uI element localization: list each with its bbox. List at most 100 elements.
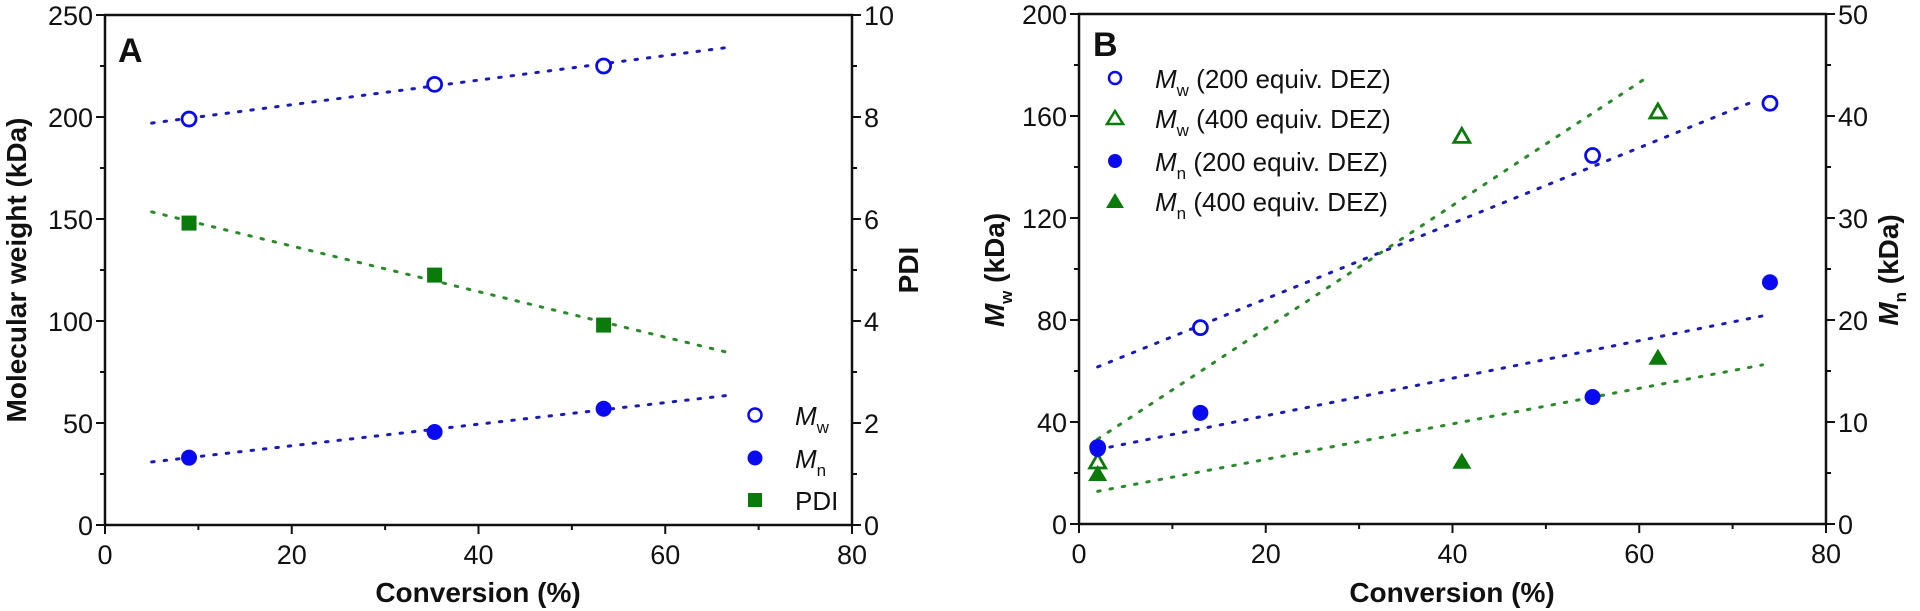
panel-label-b: B [1093, 26, 1118, 64]
data-point-mw-400-equiv-dez [1451, 125, 1473, 144]
data-point-pdi [596, 317, 612, 333]
y2-tick-label: 50 [1838, 0, 1868, 30]
data-point-mn-400-equiv-dez [1648, 348, 1668, 365]
y2-tick-label: 10 [1838, 408, 1868, 438]
y2-tick-label: 4 [864, 307, 879, 337]
x-tick-label: 20 [1251, 539, 1281, 569]
y-tick-label: 80 [1037, 306, 1067, 336]
x-tick-label: 40 [463, 540, 493, 570]
x-axis-title-a: Conversion (%) [375, 577, 580, 608]
data-point-mn [426, 423, 443, 440]
legend-a: Mw Mn PDI [747, 401, 838, 516]
y-tick-label: 40 [1037, 408, 1067, 438]
y-tick-label: 120 [1022, 204, 1067, 234]
legend-marker-mn [747, 450, 763, 466]
data-point-mw-400-equiv-dez [1647, 101, 1669, 120]
legend-item-mw-200: Mw (200 equiv. DEZ) [1107, 64, 1391, 100]
x-tick-label: 20 [277, 540, 307, 570]
y2-tick-label: 0 [864, 511, 879, 541]
y2-ticks-a: 0 2 4 6 8 10 [852, 1, 894, 541]
legend-item-pdi: PDI [748, 486, 838, 516]
y-tick-label: 160 [1022, 102, 1067, 132]
panel-label-a: A [118, 32, 143, 70]
trend-line-mw-400-equiv-dez [1096, 75, 1650, 441]
data-point-pdi [427, 267, 443, 283]
x-axis-title-b: Conversion (%) [1349, 577, 1554, 608]
data-point-mn-200-equiv-dez [1192, 404, 1209, 421]
data-point-mn-200-equiv-dez [1584, 389, 1601, 406]
y-tick-label: 0 [1052, 510, 1067, 540]
data-point-mn [181, 449, 198, 466]
legend-marker-mn-400 [1106, 193, 1124, 208]
y2-axis-title-a: PDI [893, 247, 924, 294]
data-point-mw-200-equiv-dez [1191, 319, 1209, 337]
data-points-a [180, 57, 613, 466]
legend-marker-mn-200 [1108, 154, 1122, 168]
y2-tick-label: 30 [1838, 204, 1868, 234]
x-tick-label: 0 [97, 540, 112, 570]
plot-frame-a [103, 13, 854, 527]
y-ticks-b: 0 40 80 120 160 200 [1022, 0, 1079, 540]
legend-marker-mw-400 [1104, 108, 1126, 126]
legend-item-mn-200: Mn (200 equiv. DEZ) [1108, 147, 1388, 183]
y-axis-title-b: Mw (kDa) [979, 213, 1016, 327]
trend-lines-a [150, 45, 733, 464]
x-tick-label: 40 [1437, 539, 1467, 569]
x-tick-label: 60 [1624, 539, 1654, 569]
data-point-mn-200-equiv-dez [1761, 274, 1778, 291]
legend-item-mw: Mw [747, 401, 830, 437]
y-ticks-a: 0 50 100 150 200 250 [48, 1, 105, 541]
data-point-mw [595, 57, 613, 75]
data-point-mw [426, 75, 444, 93]
legend-item-mw-400: Mw (400 equiv. DEZ) [1104, 104, 1391, 140]
legend-label-mw-200: Mw (200 equiv. DEZ) [1155, 64, 1391, 100]
panel-a: 0 20 40 60 80 0 50 100 150 200 250 0 2 4 6 8 10 A Conv… [1, 1, 924, 608]
y2-tick-label: 6 [864, 205, 879, 235]
y-tick-label: 250 [48, 1, 93, 31]
y-tick-label: 200 [1022, 0, 1067, 30]
data-point-mw-200-equiv-dez [1761, 94, 1779, 112]
trend-lines-b [1096, 75, 1765, 493]
legend-label-mw-400: Mw (400 equiv. DEZ) [1155, 104, 1391, 140]
y-tick-label: 0 [78, 511, 93, 541]
x-tick-label: 80 [1811, 539, 1841, 569]
x-ticks-b: 0 20 40 60 80 [1071, 524, 1841, 569]
data-points-b [1087, 94, 1779, 482]
legend-b: Mw (200 equiv. DEZ) Mw (400 equiv. DEZ) … [1104, 64, 1391, 223]
y-tick-label: 150 [48, 205, 93, 235]
legend-item-mn-400: Mn (400 equiv. DEZ) [1106, 187, 1388, 223]
trend-line-mw [150, 45, 733, 125]
x-ticks-a: 0 20 40 60 80 [97, 525, 867, 570]
y2-tick-label: 20 [1838, 306, 1868, 336]
y2-tick-label: 8 [864, 103, 879, 133]
legend-item-mn: Mn [747, 444, 826, 480]
legend-label-pdi: PDI [795, 486, 838, 516]
trend-line-pdi [150, 210, 733, 355]
y-tick-label: 200 [48, 103, 93, 133]
y2-tick-label: 10 [864, 1, 894, 31]
x-tick-label: 0 [1071, 539, 1086, 569]
data-point-mw [180, 110, 198, 128]
legend-marker-mw [747, 407, 763, 423]
legend-marker-pdi [748, 493, 762, 507]
y2-tick-label: 0 [1838, 510, 1853, 540]
y2-tick-label: 40 [1838, 102, 1868, 132]
data-point-mn-200-equiv-dez [1089, 441, 1106, 458]
trend-line-mw-200-equiv-dez [1096, 100, 1754, 369]
data-point-mn [595, 400, 612, 417]
y-tick-label: 50 [63, 409, 93, 439]
x-tick-label: 60 [650, 540, 680, 570]
legend-label-mn-400: Mn (400 equiv. DEZ) [1155, 187, 1388, 223]
data-point-mn-400-equiv-dez [1088, 465, 1108, 482]
y2-tick-label: 2 [864, 409, 879, 439]
legend-marker-mw-200 [1107, 70, 1123, 86]
data-point-pdi [181, 215, 197, 231]
data-point-mn-400-equiv-dez [1452, 452, 1472, 469]
y2-axis-title-b: Mn (kDa) [1873, 214, 1910, 326]
panel-b: 0 20 40 60 80 0 40 80 120 160 200 0 10 20 30 40 50 B C… [979, 0, 1910, 608]
legend-label-mn: Mn [795, 444, 826, 480]
y-axis-title-a: Molecular weight (kDa) [1, 118, 32, 423]
legend-label-mn-200: Mn (200 equiv. DEZ) [1155, 147, 1388, 183]
x-tick-label: 80 [837, 540, 867, 570]
